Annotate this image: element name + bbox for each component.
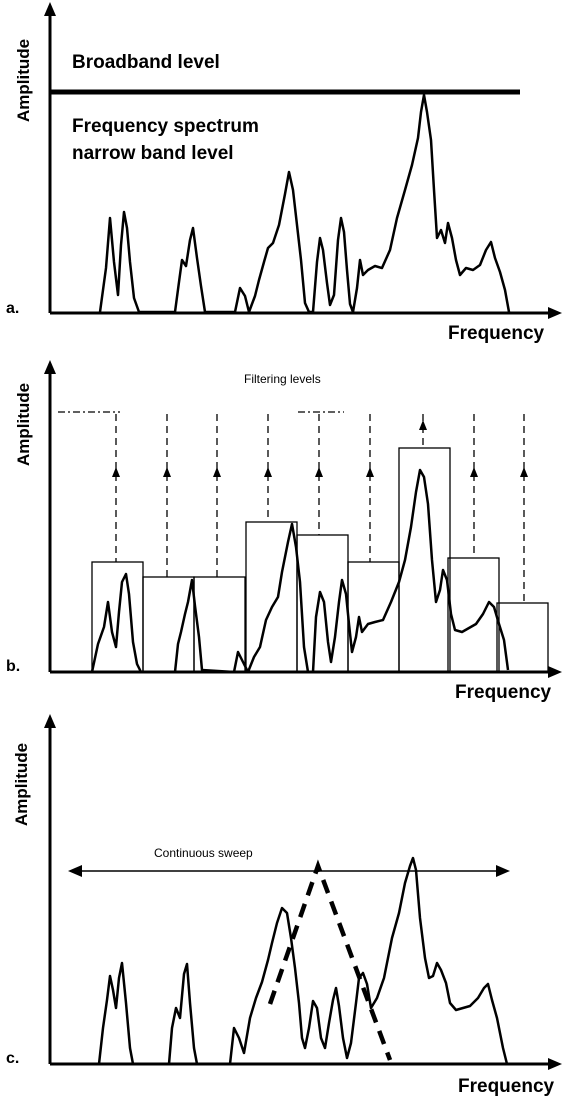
- broadband-level-label: Broadband level: [72, 52, 220, 73]
- filter-arrowhead: [470, 467, 478, 477]
- panel-b-graphic: [44, 360, 562, 678]
- filter-band: [496, 602, 549, 673]
- filter-band: [347, 561, 400, 673]
- sweep-filter-shape: [267, 859, 393, 1061]
- x-axis-label: Frequency: [455, 682, 552, 703]
- x-axis-arrowhead: [548, 307, 562, 319]
- spectrum-curve: [97, 856, 509, 1066]
- filter-arrowhead: [366, 467, 374, 477]
- filter-arrows: [112, 414, 528, 603]
- sweep-arrowhead-left: [68, 865, 82, 877]
- spectrum-curve: [98, 93, 511, 314]
- filter-band: [142, 576, 195, 673]
- filter-band: [398, 447, 451, 673]
- continuous-sweep-label: Continuous sweep: [154, 846, 253, 860]
- spectrum-curve: [90, 468, 510, 674]
- panel-letter: b.: [6, 658, 21, 675]
- filter-arrowhead: [264, 467, 272, 477]
- spectrum-label-line1: Frequency spectrum: [72, 116, 259, 137]
- x-axis-arrowhead: [548, 1058, 562, 1070]
- filter-arrowhead: [315, 467, 323, 477]
- y-axis-label: Amplitude: [14, 38, 33, 122]
- panel-c: Amplitude c. Continuous sweep Frequency: [0, 708, 586, 1104]
- filtering-levels-label: Filtering levels: [244, 372, 321, 386]
- panel-c-graphic: [44, 714, 562, 1070]
- filter-arrowhead: [163, 467, 171, 477]
- filter-arrowhead: [112, 467, 120, 477]
- panel-a: Amplitude a. Broadband level Frequency s…: [0, 0, 586, 350]
- filter-arrowhead: [213, 467, 221, 477]
- y-axis-label: Amplitude: [14, 382, 33, 466]
- panel-b: Amplitude b. Filtering levels Frequency: [0, 352, 586, 708]
- y-axis-arrowhead: [44, 2, 56, 16]
- filter-arrowhead: [419, 420, 427, 430]
- sweep-arrowhead-right: [496, 865, 510, 877]
- panel-letter: a.: [6, 300, 20, 317]
- y-axis-label: Amplitude: [12, 742, 31, 826]
- x-axis-arrowhead: [548, 666, 562, 678]
- y-axis-arrowhead: [44, 360, 56, 374]
- y-axis-arrowhead: [44, 714, 56, 728]
- filter-band: [245, 521, 298, 673]
- filter-bands: [91, 447, 549, 673]
- spectrum-label-line2: narrow band level: [72, 143, 234, 164]
- x-axis-label: Frequency: [448, 323, 545, 344]
- filter-band: [447, 557, 500, 673]
- x-axis-label: Frequency: [458, 1076, 555, 1097]
- filter-arrowhead: [520, 467, 528, 477]
- panel-letter: c.: [6, 1050, 20, 1067]
- panel-a-graphic: [44, 2, 562, 319]
